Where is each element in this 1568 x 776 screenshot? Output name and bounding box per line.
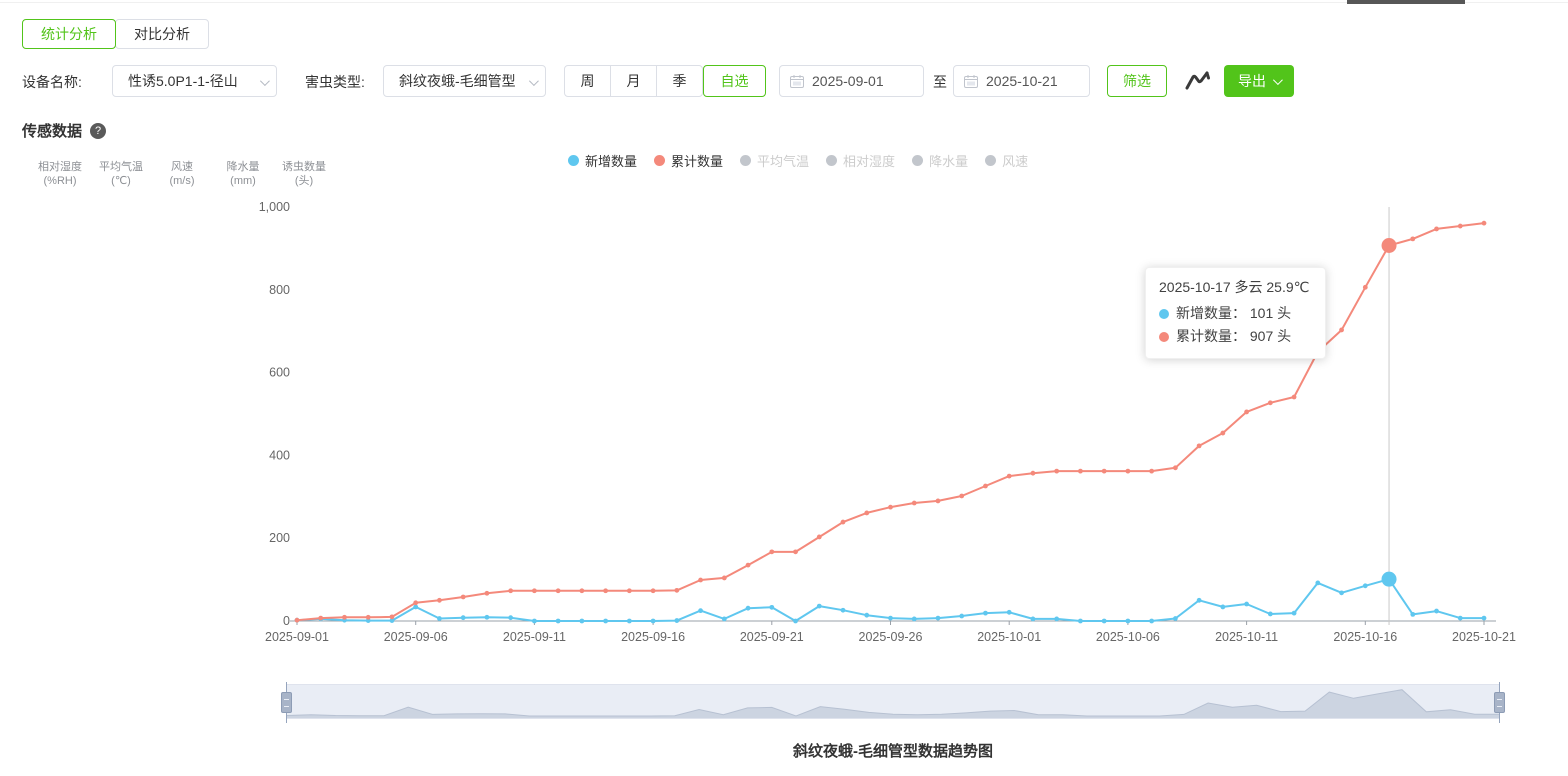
y-axis-tick-label: 1,000 [259,200,290,214]
chevron-down-icon [1272,74,1283,85]
chart-tooltip: 2025-10-17 多云 25.9℃ 新增数量： 101 头累计数量： 907… [1145,267,1327,359]
legend-label: 新增数量 [585,154,638,169]
device-select[interactable]: 性诱5.0P1-1-径山 [112,65,277,97]
export-button-label: 导出 [1238,73,1266,89]
x-axis-tick-label: 2025-09-11 [503,630,566,644]
tooltip-series-dot-icon [1159,308,1169,319]
axis-header: 诱虫数量 (头) [282,161,326,187]
period-button-group: 周 月 季 [564,65,703,97]
x-axis-tick-label: 2025-09-16 [621,630,685,644]
period-season-button[interactable]: 季 [656,65,703,97]
tooltip-series-dot-icon [1159,331,1169,342]
chevron-down-icon [528,76,539,87]
legend-item[interactable]: 降水量 [912,151,968,170]
x-axis-tick-label: 2025-09-06 [384,630,448,644]
analysis-tabs: 统计分析 对比分析 [22,19,209,49]
x-axis-tick-label: 2025-10-06 [1096,630,1160,644]
calendar-icon [964,74,978,88]
pest-type-select-value: 斜纹夜蛾-毛细管型 [399,73,516,89]
x-axis-tick-label: 2025-10-01 [977,630,1041,644]
chart-legend: 新增数量 累计数量 平均气温 相对湿度 降水量 风速 [568,151,1028,170]
y-axis-tick-label: 800 [269,283,290,297]
legend-label: 相对湿度 [843,154,896,169]
x-axis-tick-label: 2025-10-11 [1215,630,1278,644]
axis-header: 平均气温 (℃) [99,161,143,187]
start-date-value: 2025-09-01 [812,73,884,89]
legend-label: 累计数量 [671,154,724,169]
highlighted-data-point [1381,238,1397,254]
series-line-新增数量 [296,578,1485,622]
legend-dot-icon [654,155,666,166]
x-axis-tick-label: 2025-10-21 [1452,630,1516,644]
end-date-value: 2025-10-21 [986,73,1058,89]
trend-chart-icon[interactable] [1184,68,1212,94]
datazoom-area-shadow [287,689,1499,718]
tooltip-series-value: 新增数量： 101 头 [1176,305,1292,321]
y-axis-tick-label: 400 [269,448,290,462]
legend-item[interactable]: 新增数量 [568,151,637,170]
datazoom-slider[interactable] [281,682,1505,723]
chart-footer-title: 斜纹夜蛾-毛细管型数据趋势图 [793,743,993,760]
multi-axis-headers: 相对湿度 (%RH) 平均气温 (℃) 风速 (m/s) 降水量 (mm) 诱虫数量 (头) [34,160,330,188]
chevron-down-icon [259,76,270,87]
period-week-button[interactable]: 周 [564,65,611,97]
tooltip-row: 累计数量： 907 头 [1159,325,1309,348]
axis-header: 风速 (m/s) [169,161,195,187]
sensor-data-section-header: 传感数据 ? [22,120,107,141]
export-button[interactable]: 导出 [1224,65,1294,97]
help-icon[interactable]: ? [90,122,107,139]
y-axis-tick-label: 600 [269,366,290,380]
pest-type-select[interactable]: 斜纹夜蛾-毛细管型 [383,65,546,97]
section-title: 传感数据 [22,123,83,140]
axis-header: 降水量 (mm) [226,161,260,187]
end-date-input[interactable]: 2025-10-21 [953,65,1090,97]
y-axis-tick-label: 200 [269,531,290,545]
legend-item[interactable]: 相对湿度 [826,151,895,170]
legend-label: 平均气温 [757,154,810,169]
tooltip-header: 2025-10-17 多云 25.9℃ [1159,279,1310,295]
datazoom-left-handle[interactable] [281,692,292,713]
legend-dot-icon [912,155,924,166]
x-axis-tick-label: 2025-09-26 [859,630,923,644]
filter-button[interactable]: 筛选 [1107,65,1167,97]
period-month-button[interactable]: 月 [610,65,657,97]
axis-header: 相对湿度 (%RH) [38,161,82,187]
legend-item[interactable]: 累计数量 [654,151,723,170]
pest-type-label: 害虫类型: [305,74,365,90]
x-axis-tick-label: 2025-10-16 [1333,630,1397,644]
device-name-label: 设备名称: [22,74,82,90]
x-axis-tick-label: 2025-09-21 [740,630,804,644]
start-date-input[interactable]: 2025-09-01 [779,65,924,97]
filter-toolbar: 设备名称: 性诱5.0P1-1-径山 害虫类型: 斜纹夜蛾-毛细管型 周 月 季… [22,65,1552,97]
legend-dot-icon [568,155,579,166]
x-axis-tick-label: 2025-09-01 [265,630,329,644]
tab-comparative-analysis[interactable]: 对比分析 [115,19,209,49]
legend-dot-icon [740,155,752,166]
legend-label: 风速 [1002,154,1029,169]
datazoom-mini-chart [287,689,1499,718]
tooltip-series-value: 累计数量： 907 头 [1176,328,1292,344]
legend-dot-icon [826,155,838,166]
tooltip-row: 新增数量： 101 头 [1159,302,1309,325]
top-dark-bar [1347,0,1465,4]
page-top-border [0,2,1568,3]
legend-label: 降水量 [929,154,969,169]
device-select-value: 性诱5.0P1-1-径山 [128,73,238,89]
trend-line-chart[interactable]: 2025-09-01 2025-09-06 2025-09-11 2025-09-16… [0,195,1568,655]
datazoom-right-handle[interactable] [1494,692,1505,713]
period-custom-button[interactable]: 自选 [703,65,766,97]
date-range-to-label: 至 [933,74,947,90]
calendar-icon [790,74,804,88]
legend-item[interactable]: 平均气温 [740,151,809,170]
legend-dot-icon [985,155,997,166]
highlighted-data-point [1381,571,1397,587]
tab-statistical-analysis[interactable]: 统计分析 [22,19,116,49]
y-axis-tick-label: 0 [283,614,290,628]
legend-item[interactable]: 风速 [985,151,1028,170]
